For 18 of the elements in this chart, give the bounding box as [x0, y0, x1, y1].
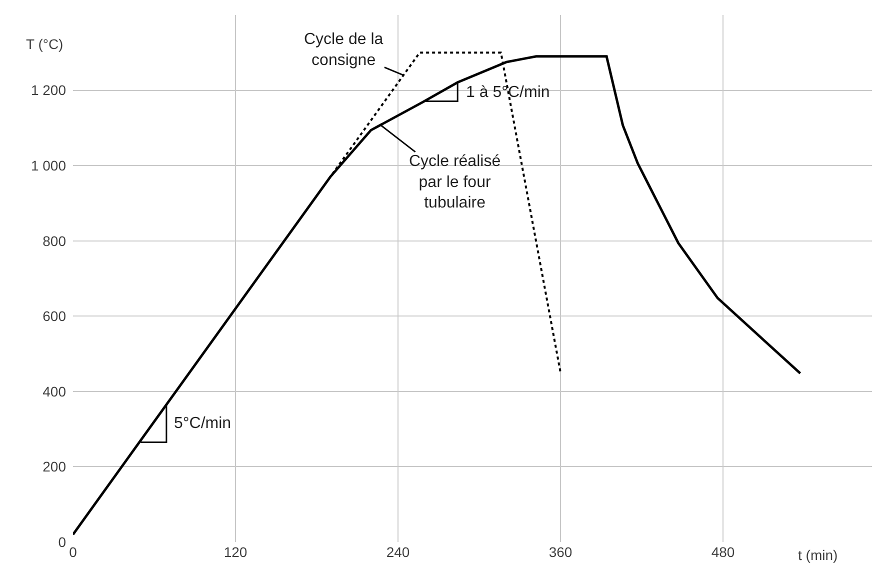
annotation: Cycle réalisé par le four tubulaire — [409, 153, 501, 212]
y-tick-label: 1 200 — [30, 82, 66, 98]
x-tick-label: 240 — [386, 544, 410, 560]
y-tick-label: 800 — [42, 232, 66, 249]
y-tick-label: 400 — [42, 383, 66, 400]
annotation: Cycle de la consigne — [304, 31, 384, 69]
x-tick-label: 360 — [548, 544, 572, 560]
y-tick-label: 600 — [42, 308, 66, 324]
x-tick-label: 0 — [69, 544, 78, 560]
x-tick-label: 120 — [224, 544, 248, 560]
y-tick-label: 200 — [42, 458, 66, 475]
annotation: 1 à 5°C/min — [466, 84, 550, 101]
x-tick-label: 480 — [711, 544, 735, 560]
y-tick-label: 1 000 — [30, 157, 66, 174]
x-axis-title: t (min) — [798, 547, 838, 563]
annotation: 5°C/min — [174, 415, 232, 432]
y-axis-title: T (°C) — [26, 36, 64, 52]
y-tick-label: 0 — [58, 534, 66, 550]
